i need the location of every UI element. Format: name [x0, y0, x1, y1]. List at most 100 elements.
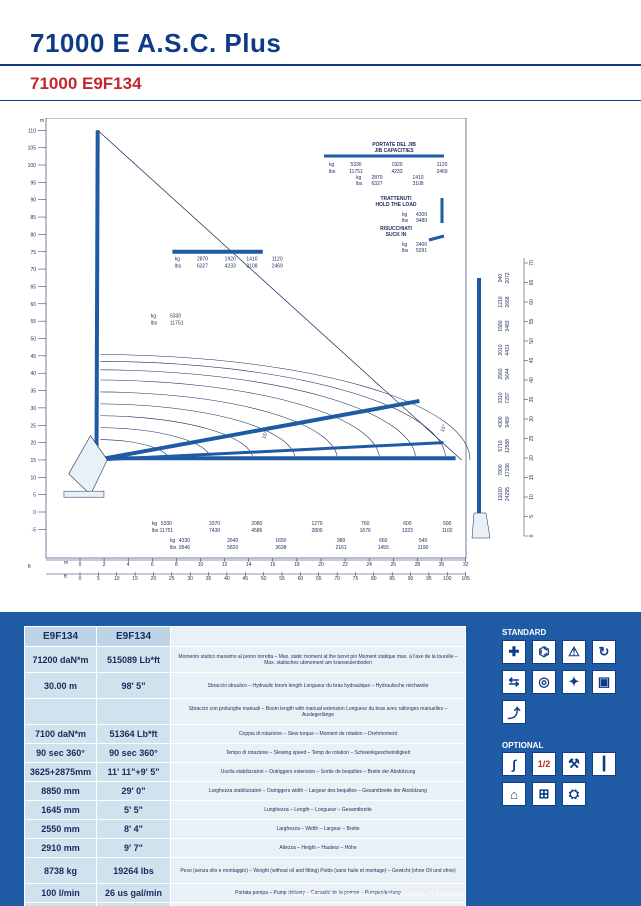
x-tick-label-m: 8 [175, 562, 178, 568]
jib-load-lbs: 6327 [197, 263, 208, 269]
metric-value: 1645 mm [24, 800, 97, 820]
y-tick-label: 95 [30, 180, 36, 186]
load-kg-row2: 1650 [275, 538, 286, 544]
right-crane-base [471, 512, 491, 539]
x-unit-ft: ft [64, 574, 67, 580]
x-tick-label-ft: 40 [224, 576, 230, 582]
x-tick-label-ft: 95 [426, 576, 432, 582]
hold-label-en: HOLD THE LOAD [375, 202, 416, 208]
y-tick-label: 70 [30, 267, 36, 273]
x-tick-label-ft: 55 [279, 576, 285, 582]
imperial-value: 29' 0" [96, 781, 171, 801]
jib-kg-unit: kg [175, 256, 181, 262]
inset-mid-lbs: 3108 [412, 181, 423, 187]
right-load-lbs: 24295 [505, 487, 511, 501]
inset-top-kg: 1920 [391, 162, 402, 168]
load-kg-row1: 1270 [311, 521, 322, 527]
right-load-kg: 3310 [498, 392, 504, 403]
model-subtitle: 71000 E9F134 [30, 74, 142, 93]
right-load-kg: 7800 [498, 464, 504, 475]
hook-tool-icon: ⚒ [562, 752, 586, 776]
inset-top-kg: 1120 [437, 162, 448, 168]
table-row: 2550 mm 8' 4" Larghezza – Width – Largeur … [24, 819, 466, 839]
right-tick-label: 25 [529, 436, 535, 442]
row-description: Coppia di rotazione – Slew torque – Mome… [170, 724, 466, 744]
rotation-icon: ↻ [592, 640, 616, 664]
right-load-kg: 1580 [498, 320, 504, 331]
row-description: Peso (senza olio e montaggio) – Weight (… [170, 857, 466, 884]
x-tick-label-m: 24 [366, 562, 372, 568]
imperial-value: 5' 5" [96, 800, 171, 820]
imperial-value: 26 us gal/min [96, 883, 171, 903]
crane-base [68, 435, 108, 496]
imperial-value [96, 698, 171, 725]
x-tick-label-ft: 80 [371, 576, 377, 582]
x-tick-label-ft: 5 [97, 576, 100, 582]
right-load-kg: 940 [498, 274, 504, 283]
x-tick-label-ft: 0 [79, 576, 82, 582]
jib-load-lbs: 3108 [246, 263, 257, 269]
imperial-value: 90 sec 360° [96, 743, 171, 763]
metric-value: 90 sec 360° [24, 743, 97, 763]
metric-value: 3625+2875mm [24, 762, 97, 782]
lbs-unit-row1: lbs [152, 528, 159, 534]
right-load-kg: 2560 [498, 368, 504, 379]
y-tick-label: 45 [30, 354, 36, 360]
imperial-value: 51364 Lb*ft [96, 724, 171, 744]
imperial-value: 515089 Lb*ft [96, 646, 171, 673]
table-row: 30.00 m 98' 5" Sbraccio idraulico – Hydrau… [24, 672, 466, 699]
x-tick-label-m: 6 [151, 562, 154, 568]
hold-label-it: TRATTENUTI [380, 196, 412, 202]
y-tick-label: 65 [30, 284, 36, 290]
drum-icon: ▣ [592, 670, 616, 694]
metric-value: 2550 mm [24, 819, 97, 839]
right-tick-label: 20 [529, 455, 535, 461]
hold-kg-unit: kg [402, 212, 408, 218]
load-lbs-row1: 2800 [311, 528, 322, 534]
y-tick-label: 110 [28, 128, 36, 134]
load-lbs-row2: 2161 [336, 545, 347, 551]
load-lbs-row1: 7430 [209, 528, 220, 534]
star-icon: ✦ [562, 670, 586, 694]
subtitle-divider [0, 100, 641, 101]
right-load-kg: 4300 [498, 416, 504, 427]
x-tick-label-m: 0 [79, 562, 82, 568]
angle-label: 15° [440, 424, 448, 433]
table-row: 7100 daN*m 51364 Lb*ft Coppia di rotazione… [24, 724, 466, 744]
inset-mid-lbs-unit: lbs [356, 181, 363, 187]
suck-label-en: SUCK IN [386, 232, 407, 238]
right-load-lbs: 2072 [505, 272, 511, 283]
inset-top-lbs: 4233 [391, 169, 402, 175]
right-load-lbs: 4431 [505, 344, 511, 355]
right-tick-label: 15 [529, 475, 535, 481]
reach-arc [100, 391, 338, 460]
right-tick-label: 35 [529, 397, 535, 403]
dial-icon: ┃ [592, 752, 616, 776]
metric-value: 71200 daN*m [24, 646, 97, 673]
x-tick-label-ft: 85 [389, 576, 395, 582]
load-kg-row2: 660 [379, 538, 388, 544]
load-kg-row1: 3370 [209, 521, 220, 527]
x-tick-label-m: 20 [318, 562, 324, 568]
jib-load-kg: 2870 [197, 256, 208, 262]
plus-remote-icon: ✚ [502, 640, 526, 664]
x-tick-label-m: 30 [439, 562, 445, 568]
x-tick-label-ft: 25 [169, 576, 175, 582]
suck-kg: 2400 [416, 242, 427, 248]
x-tick-label-ft: 75 [353, 576, 359, 582]
table-row: 3625+2875mm 11' 11"+9' 5" Uscita stabilizz… [24, 762, 466, 782]
x-tick-label-m: 10 [198, 562, 204, 568]
x-tick-label-ft: 50 [261, 576, 267, 582]
right-load-kg: 11020 [498, 487, 504, 501]
metric-value: 7100 daN*m [24, 724, 97, 744]
metric-value: 320 bar [24, 902, 97, 906]
y-tick-label: 80 [30, 232, 36, 238]
x-tick-label-ft: 15 [132, 576, 138, 582]
y-tick-label: 100 [28, 163, 37, 169]
y-tick-label: 15 [30, 458, 36, 464]
y-tick-label: 60 [30, 302, 36, 308]
hose-icon: ∫ [502, 752, 526, 776]
metric-value: 100 l/min [24, 883, 97, 903]
row-description: Uscita stabilizzatori – Outriggers exten… [170, 762, 466, 782]
inset-mid-kg-unit: kg [356, 175, 362, 181]
